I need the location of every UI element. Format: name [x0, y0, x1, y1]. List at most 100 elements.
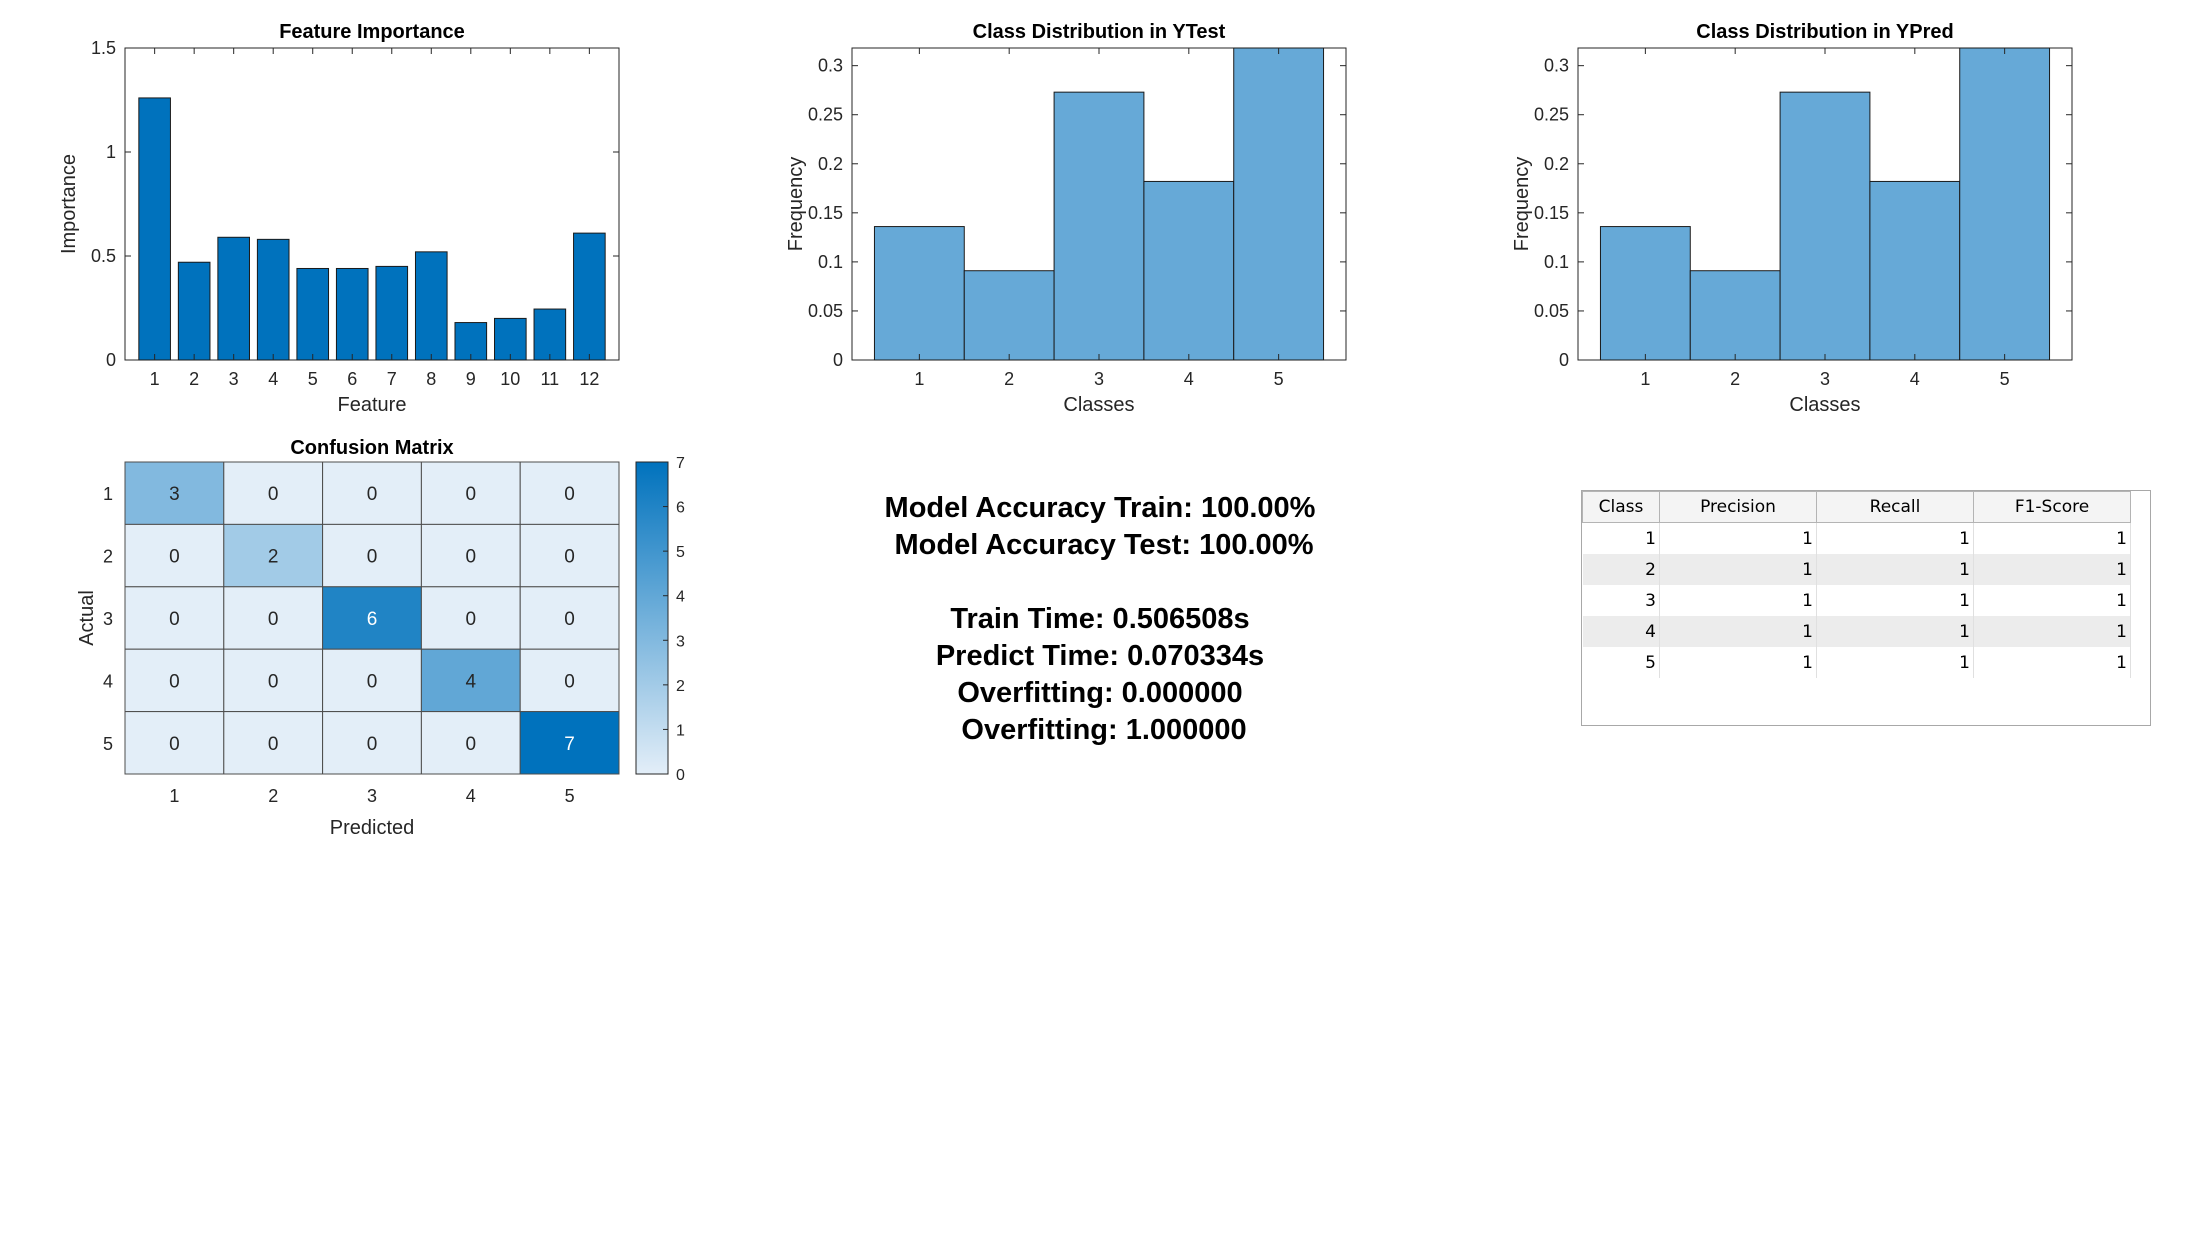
table-cell[interactable]: 4 — [1582, 616, 1660, 647]
bar — [873, 226, 965, 361]
heatmap-cell-label: 4 — [466, 671, 477, 692]
table-row[interactable]: 4 1 1 1 — [1582, 616, 2131, 647]
x-tick-label: 5 — [2000, 369, 2010, 389]
table-cell[interactable]: 1 — [1659, 647, 1817, 678]
metrics-table[interactable]: Class Precision Recall F1-Score 1 1 1 1 … — [1581, 490, 2151, 726]
heatmap-cell — [519, 648, 620, 713]
column-header-f1-score[interactable]: F1-Score — [1973, 491, 2131, 523]
x-tick-label: 2 — [268, 786, 278, 806]
metrics-text-block: Model Accuracy Train: 100.00% Model Accu… — [800, 490, 1400, 749]
heatmap-cell-label: 7 — [564, 734, 575, 755]
table-cell[interactable]: 1 — [1973, 616, 2131, 647]
table-cell[interactable]: 1 — [1659, 585, 1817, 616]
bar — [1143, 180, 1235, 361]
table-row[interactable]: 1 1 1 1 — [1582, 522, 2131, 554]
table-row[interactable]: 5 1 1 1 — [1582, 647, 2131, 678]
metric-accuracy-train: Model Accuracy Train: 100.00% — [884, 492, 1316, 524]
table-row[interactable]: 3 1 1 1 — [1582, 585, 2131, 616]
heatmap-cell — [519, 461, 620, 525]
y-tick-label: 0.25 — [808, 105, 843, 125]
colorbar-tick-label: 6 — [676, 500, 685, 517]
y-tick-label: 1.5 — [91, 38, 116, 58]
table-cell[interactable]: 5 — [1582, 647, 1660, 678]
x-tick-label: 2 — [189, 369, 199, 389]
bar — [1233, 47, 1325, 361]
bar — [256, 238, 290, 361]
bar — [963, 270, 1055, 361]
table-cell[interactable]: 1 — [1816, 522, 1974, 554]
table-cell[interactable]: 1 — [1973, 647, 2131, 678]
table-cell[interactable]: 1 — [1659, 616, 1817, 647]
heatmap-cell — [223, 586, 324, 650]
bar — [375, 265, 409, 361]
heatmap-cell-label: 0 — [268, 609, 279, 630]
bar — [217, 236, 250, 361]
y-tick-label: 0.5 — [91, 246, 116, 266]
heatmap-cell-label: 0 — [367, 547, 378, 568]
y-tick-label: 0.2 — [818, 154, 843, 174]
heatmap-cell — [420, 648, 521, 713]
metric-overfitting-2: Overfitting: 1.000000 — [953, 714, 1247, 746]
bar — [573, 232, 606, 361]
x-tick-label: 9 — [466, 369, 476, 389]
y-tick-label: 4 — [103, 671, 113, 691]
column-header-class[interactable]: Class — [1582, 491, 1660, 523]
heatmap-cell — [322, 711, 422, 775]
heatmap-cell — [124, 523, 225, 588]
heatmap-cell-label: 0 — [466, 484, 477, 505]
colorbar-tick-label: 7 — [676, 455, 685, 472]
metric-spacer — [800, 564, 1400, 601]
colorbar-tick-label: 4 — [676, 589, 685, 606]
x-tick-label: 4 — [1910, 369, 1920, 389]
table-cell[interactable]: 1 — [1816, 554, 1974, 585]
y-tick-label: 0.05 — [1534, 301, 1569, 321]
x-tick-label: 5 — [565, 786, 575, 806]
table-cell[interactable]: 1 — [1816, 585, 1974, 616]
heatmap-cell — [420, 461, 521, 525]
table-cell[interactable]: 1 — [1973, 554, 2131, 585]
column-header-recall[interactable]: Recall — [1816, 491, 1974, 523]
heatmap-cell-label: 0 — [564, 609, 575, 630]
bar — [1959, 47, 2051, 361]
heatmap-cell — [223, 461, 324, 525]
metric-train-time: Train Time: 0.506508s — [950, 603, 1250, 635]
y-tick-label: 3 — [103, 609, 113, 629]
y-axis-label: Frequency — [785, 157, 807, 252]
x-tick-label: 6 — [347, 369, 357, 389]
table-row[interactable]: 2 1 1 1 — [1582, 554, 2131, 585]
table-cell[interactable]: 1 — [1659, 522, 1817, 554]
y-axis-label: Actual — [76, 590, 98, 646]
heatmap-cell-label: 0 — [564, 547, 575, 568]
table-cell[interactable]: 1 — [1816, 647, 1974, 678]
y-tick-label: 1 — [106, 142, 116, 162]
x-tick-label: 3 — [229, 369, 239, 389]
table-cell[interactable]: 3 — [1582, 585, 1660, 616]
bar — [296, 267, 330, 361]
x-tick-label: 7 — [387, 369, 397, 389]
x-tick-label: 3 — [367, 786, 377, 806]
metric-predict-time: Predict Time: 0.070334s — [935, 640, 1265, 672]
heatmap-cell-label: 6 — [367, 609, 378, 630]
table-cell[interactable]: 1 — [1582, 522, 1660, 554]
table-cell[interactable]: 1 — [1973, 522, 2131, 554]
heatmap-cell-label: 0 — [268, 484, 279, 505]
column-header-precision[interactable]: Precision — [1659, 491, 1817, 523]
y-axis-label: Frequency — [1511, 157, 1533, 252]
y-tick-label: 0 — [833, 350, 843, 370]
x-axis-label: Feature — [338, 394, 407, 416]
heatmap-cell-label: 0 — [466, 734, 477, 755]
table-cell[interactable]: 1 — [1973, 585, 2131, 616]
heatmap-cell — [420, 711, 521, 775]
table-cell[interactable]: 2 — [1582, 554, 1660, 585]
colorbar-tick-label: 1 — [676, 722, 685, 739]
heatmap-cell-label: 0 — [367, 734, 378, 755]
heatmap-cell-label: 0 — [268, 734, 279, 755]
table-cell[interactable]: 1 — [1659, 554, 1817, 585]
heatmap-cell-label: 0 — [367, 671, 378, 692]
heatmap-cell-label: 0 — [169, 547, 180, 568]
y-tick-label: 0.3 — [818, 56, 843, 76]
bar — [454, 322, 488, 361]
y-tick-label: 0.15 — [808, 203, 843, 223]
table-cell[interactable]: 1 — [1816, 616, 1974, 647]
y-tick-label: 0.1 — [1544, 252, 1569, 272]
